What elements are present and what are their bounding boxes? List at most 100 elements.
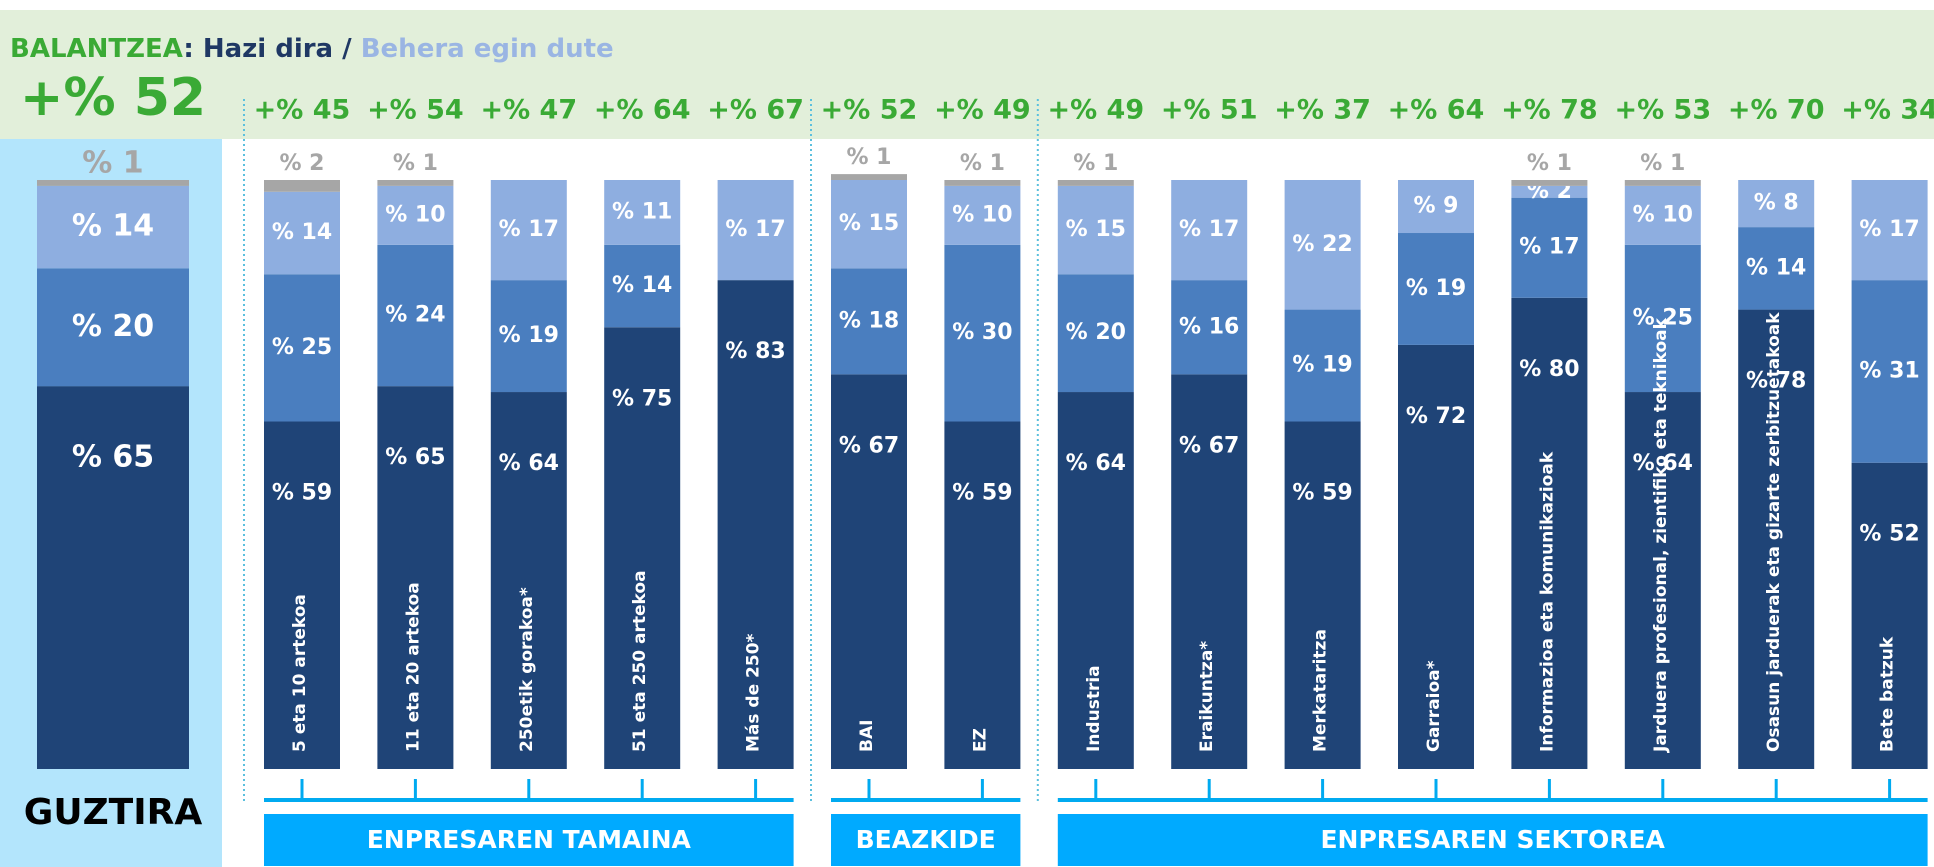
value-label: % 1 [846,145,891,170]
balance-label: +% 53 [1614,95,1711,126]
bar-segment [1511,297,1588,769]
value-label: % 25 [1633,305,1693,330]
group-label: ENPRESAREN SEKTOREA [1320,825,1665,854]
balance-label: +% 52 [821,95,918,126]
value-label: % 11 [612,199,672,224]
value-label: % 1 [393,151,438,176]
bar-segment [1624,392,1701,769]
bar-segment [1624,244,1701,393]
category-label: Más de 250* [744,633,764,752]
value-label: % 65 [385,445,445,470]
value-label: % 17 [1519,235,1579,260]
bar-segment [1738,227,1815,310]
bar-segment [37,386,189,769]
bar-segment [1511,185,1588,198]
value-label: % 30 [952,320,1012,345]
bar-segment [831,174,907,180]
bar-segment [944,421,1021,769]
value-label: % 83 [725,339,785,364]
balance-label: +% 45 [254,95,351,126]
bar-segment [1057,392,1134,769]
bar-segment [377,185,454,245]
category-label: EZ [970,728,990,752]
balance-label: +% 67 [707,95,804,126]
bar-segment [1057,274,1134,393]
group-box [831,814,1021,866]
value-label: % 1 [1640,151,1685,176]
category-label: Merkataritza [1311,629,1331,752]
category-label: BAI [857,720,877,752]
header-band [0,10,1934,139]
value-label: % 14 [72,209,154,244]
bar-segment [604,180,681,245]
category-label: Jarduera profesional, zientifiko eta tek… [1651,317,1671,753]
value-label: % 20 [72,309,154,344]
total-label: GUZTIRA [24,792,203,833]
value-label: % 14 [272,220,332,245]
balance-label: +% 64 [594,95,691,126]
bar-segment [1851,462,1928,769]
bar-segment [490,180,567,281]
value-label: % 59 [1292,480,1352,505]
bar-segment [604,244,681,328]
value-label: % 67 [1179,433,1239,458]
value-label: % 59 [272,480,332,505]
value-label: % 14 [1746,255,1806,280]
category-label: 5 eta 10 artekoa [290,594,310,752]
bar-segment [1851,280,1928,463]
value-label: % 20 [1066,320,1126,345]
bar-segment [490,280,567,393]
bar-segment [1284,309,1361,422]
legend-entry: Hazi dira [203,34,333,64]
bar-segment [37,268,189,387]
value-label: % 64 [1066,451,1126,476]
bar-segment [1171,180,1248,281]
balance-label: +% 70 [1728,95,1825,126]
bar-segment [1171,280,1248,375]
title-separator: : [183,34,193,64]
balance-label: +% 78 [1501,95,1598,126]
value-label: % 19 [1292,353,1352,378]
value-label: % 10 [385,202,445,227]
bar-segment [1057,185,1134,275]
category-label: 11 eta 20 artekoa [403,582,423,752]
title: BALANTZEA [10,34,183,64]
value-label: % 52 [1859,522,1919,547]
bar-segment [1284,421,1361,769]
bar-segment [1624,185,1701,245]
bar-segment [1398,233,1474,345]
category-label: Eraikuntza* [1197,641,1217,752]
chart-title: BALANTZEA: Hazi dira / Behera egin dute [10,34,614,64]
value-label: % 17 [725,217,785,242]
balance-label: +% 37 [1274,95,1371,126]
category-label: 51 eta 250 artekoa [630,570,650,752]
bar-segment [944,185,1021,245]
value-label: % 72 [1406,404,1466,429]
balance-label: +% 52 [20,68,206,128]
group-label: BEAZKIDE [856,825,996,854]
bar-segment [1511,180,1588,186]
value-label: % 78 [1746,369,1806,394]
value-label: % 17 [1179,217,1239,242]
value-label: % 9 [1413,194,1458,219]
bar-segment [1284,180,1361,310]
group-box [264,814,794,866]
bar-segment [604,327,681,769]
value-label: % 24 [385,302,445,327]
value-label: % 2 [279,151,324,176]
bar-segment [1398,344,1474,769]
bar-segment [831,180,907,269]
value-label: % 19 [1406,276,1466,301]
category-label: Osasun jarduerak eta gizarte zerbitzueta… [1764,312,1784,752]
category-label: Garraioa* [1424,660,1444,752]
value-label: % 17 [499,217,559,242]
category-label: Informazioa eta komunikazioak [1537,451,1557,752]
bar-segment [1398,180,1474,234]
bar-segment [1624,180,1701,186]
value-label: % 10 [1633,202,1693,227]
legend-entry: Behera egin dute [361,34,614,64]
value-label: % 19 [499,323,559,348]
balance-label: +% 64 [1388,95,1485,126]
bar-segment [944,180,1021,186]
